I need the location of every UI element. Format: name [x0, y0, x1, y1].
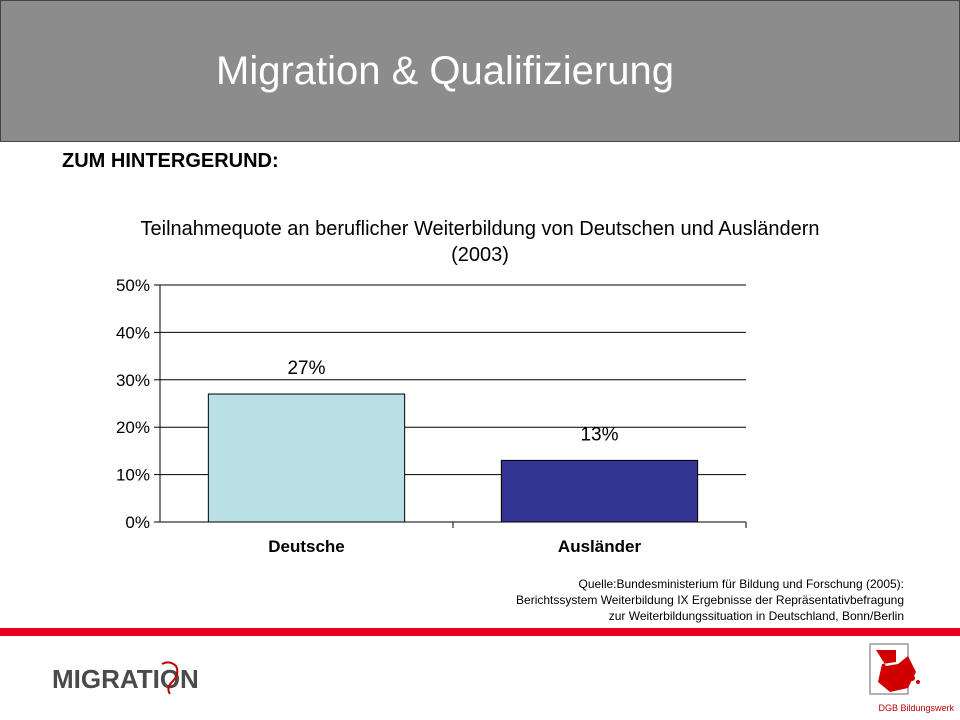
org-name: DGB Bildungswerk: [878, 703, 954, 713]
y-tick-label: 20%: [116, 418, 150, 437]
y-tick-label: 10%: [116, 466, 150, 485]
page-title: Migration & Qualifizierung: [216, 49, 674, 93]
dgb-logo-icon: [869, 643, 920, 695]
x-tick-label: Deutsche: [268, 537, 345, 556]
source-line3: zur Weiterbildungssituation in Deutschla…: [608, 609, 904, 623]
bar-deutsche: [207, 393, 406, 523]
chart-title: Teilnahmequote an beruflicher Weiterbild…: [40, 216, 920, 268]
migration-logo: MIGRATION: [52, 661, 199, 695]
footer-divider: [0, 628, 960, 636]
source-line2: Berichtssystem Weiterbildung IX Ergebnis…: [516, 593, 904, 607]
source-citation: Quelle:Bundesministerium für Bildung und…: [424, 576, 904, 624]
y-tick-label: 40%: [116, 323, 150, 342]
chart-title-line2: (2003): [451, 244, 509, 266]
data-label: 27%: [287, 358, 325, 379]
chart-title-line1: Teilnahmequote an beruflicher Weiterbild…: [140, 218, 820, 240]
x-tick-label: Ausländer: [558, 537, 642, 556]
y-tick-label: 50%: [116, 276, 150, 295]
y-tick-label: 0%: [125, 513, 150, 532]
section-heading: ZUM HINTERGERUND:: [62, 150, 279, 172]
y-tick-label: 30%: [116, 371, 150, 390]
data-label: 13%: [580, 424, 618, 445]
bar-ausländer: [500, 459, 699, 523]
source-line1: Quelle:Bundesministerium für Bildung und…: [578, 577, 904, 591]
title-bar: Migration & Qualifizierung: [0, 0, 960, 142]
